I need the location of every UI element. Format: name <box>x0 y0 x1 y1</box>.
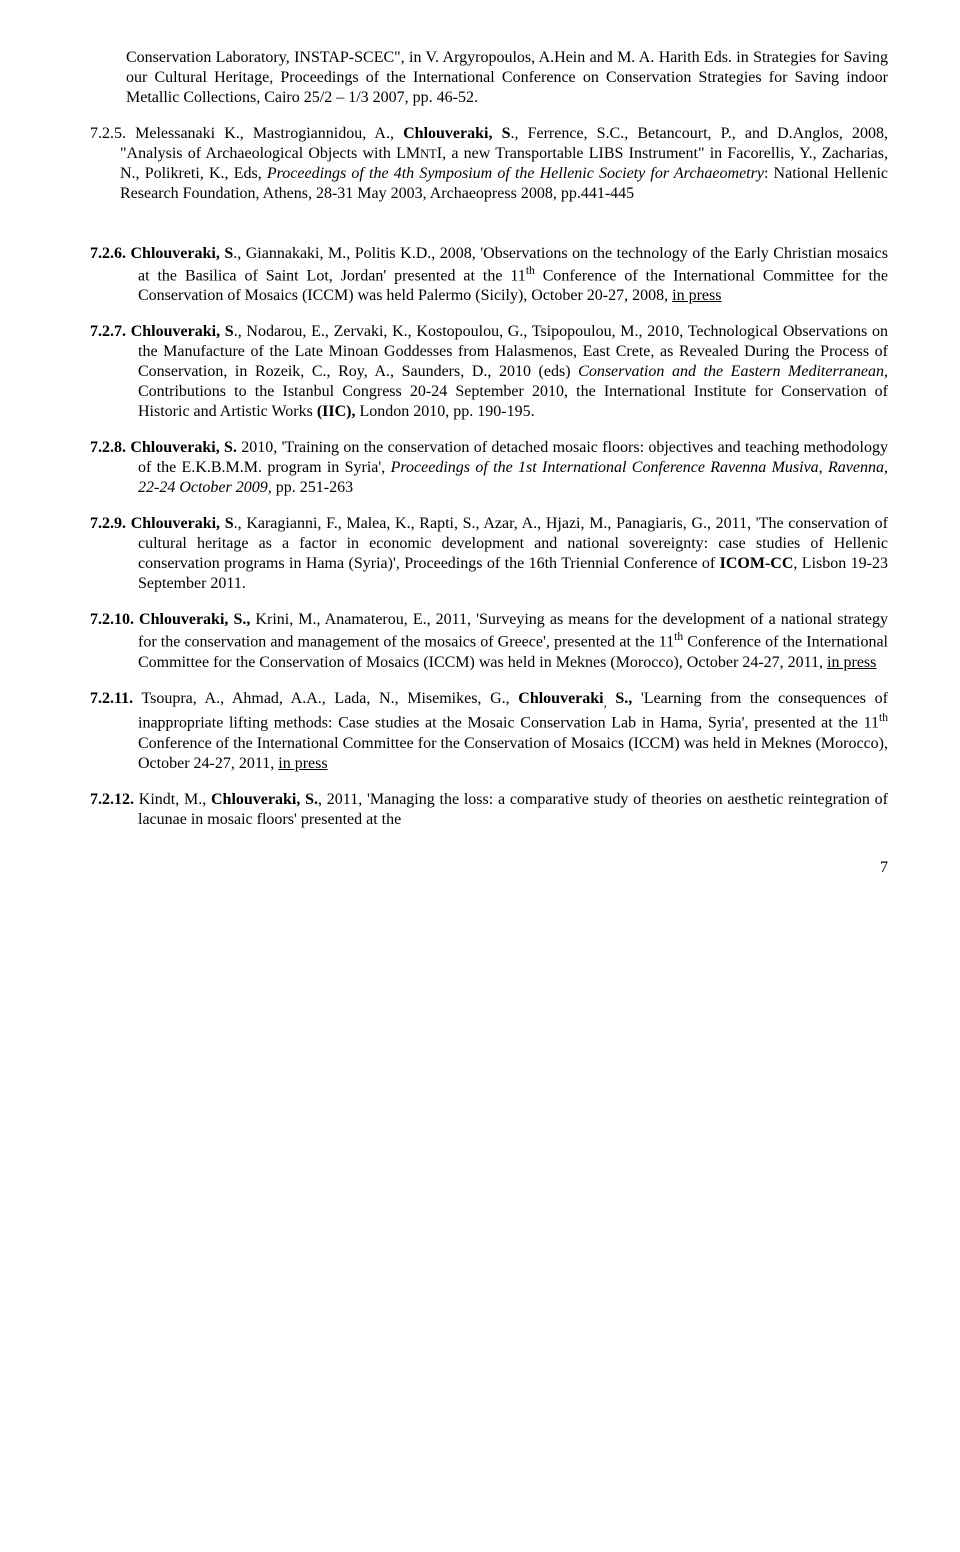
italic-title: Proceedings of the 4th Symposium of the … <box>267 165 764 182</box>
in-press: in press <box>672 287 721 304</box>
entry-text: London 2010, pp. 190-195. <box>356 403 535 420</box>
small-caps: NT <box>420 147 437 161</box>
bold-text: ICOM-CC <box>720 555 794 572</box>
entry-text: Kindt, M., <box>134 791 211 808</box>
author-bold: Chlouveraki <box>518 690 603 707</box>
author-bold: Chlouveraki, S <box>403 125 510 142</box>
entry-text: 7.2.5. Melessanaki K., Mastrogiannidou, … <box>90 125 403 142</box>
bib-entry-7-2-5: 7.2.5. Melessanaki K., Mastrogiannidou, … <box>90 124 888 204</box>
entry-text: Tsoupra, A., Ahmad, A.A., Lada, N., Mise… <box>133 690 518 707</box>
author-bold: S., <box>607 690 633 707</box>
spacer <box>90 220 888 244</box>
bib-entry-7-2-11: 7.2.11. Tsoupra, A., Ahmad, A.A., Lada, … <box>90 689 888 774</box>
entry-number-author: 7.2.10. Chlouveraki, S., <box>90 611 250 628</box>
entry-number-author: 7.2.7. Chlouveraki, S <box>90 323 234 340</box>
entry-text: Conservation Laboratory, INSTAP-SCEC", i… <box>126 49 888 106</box>
entry-number-author: 7.2.8. Chlouveraki, S. <box>90 439 237 456</box>
entry-number-author: 7.2.9. Chlouveraki, S <box>90 515 234 532</box>
ordinal-sup: th <box>526 265 535 277</box>
bib-entry-7-2-12: 7.2.12. Kindt, M., Chlouveraki, S., 2011… <box>90 790 888 830</box>
entry-number-author: 7.2.6. Chlouveraki, S <box>90 245 233 262</box>
ordinal-sup: th <box>674 631 683 643</box>
bib-entry-7-2-10: 7.2.10. Chlouveraki, S., Krini, M., Anam… <box>90 610 888 672</box>
bib-entry-7-2-6: 7.2.6. Chlouveraki, S., Giannakaki, M., … <box>90 244 888 306</box>
italic-title: Conservation and the Eastern Mediterrane… <box>578 363 888 380</box>
bib-entry-7-2-8: 7.2.8. Chlouveraki, S. 2010, 'Training o… <box>90 438 888 498</box>
bold-text: (IIC), <box>317 403 356 420</box>
entry-text: pp. 251-263 <box>272 479 353 496</box>
bib-entry-continuation: Conservation Laboratory, INSTAP-SCEC", i… <box>90 48 888 108</box>
entry-text: Conference of the International Committe… <box>138 735 888 772</box>
ordinal-sup: th <box>879 712 888 724</box>
in-press: in press <box>278 755 327 772</box>
author-bold: Chlouveraki, S. <box>211 791 318 808</box>
page-number: 7 <box>90 858 888 878</box>
entry-number: 7.2.11. <box>90 690 133 707</box>
entry-number: 7.2.12. <box>90 791 134 808</box>
bib-entry-7-2-9: 7.2.9. Chlouveraki, S., Karagianni, F., … <box>90 514 888 594</box>
in-press: in press <box>827 654 876 671</box>
bib-entry-7-2-7: 7.2.7. Chlouveraki, S., Nodarou, E., Zer… <box>90 322 888 422</box>
